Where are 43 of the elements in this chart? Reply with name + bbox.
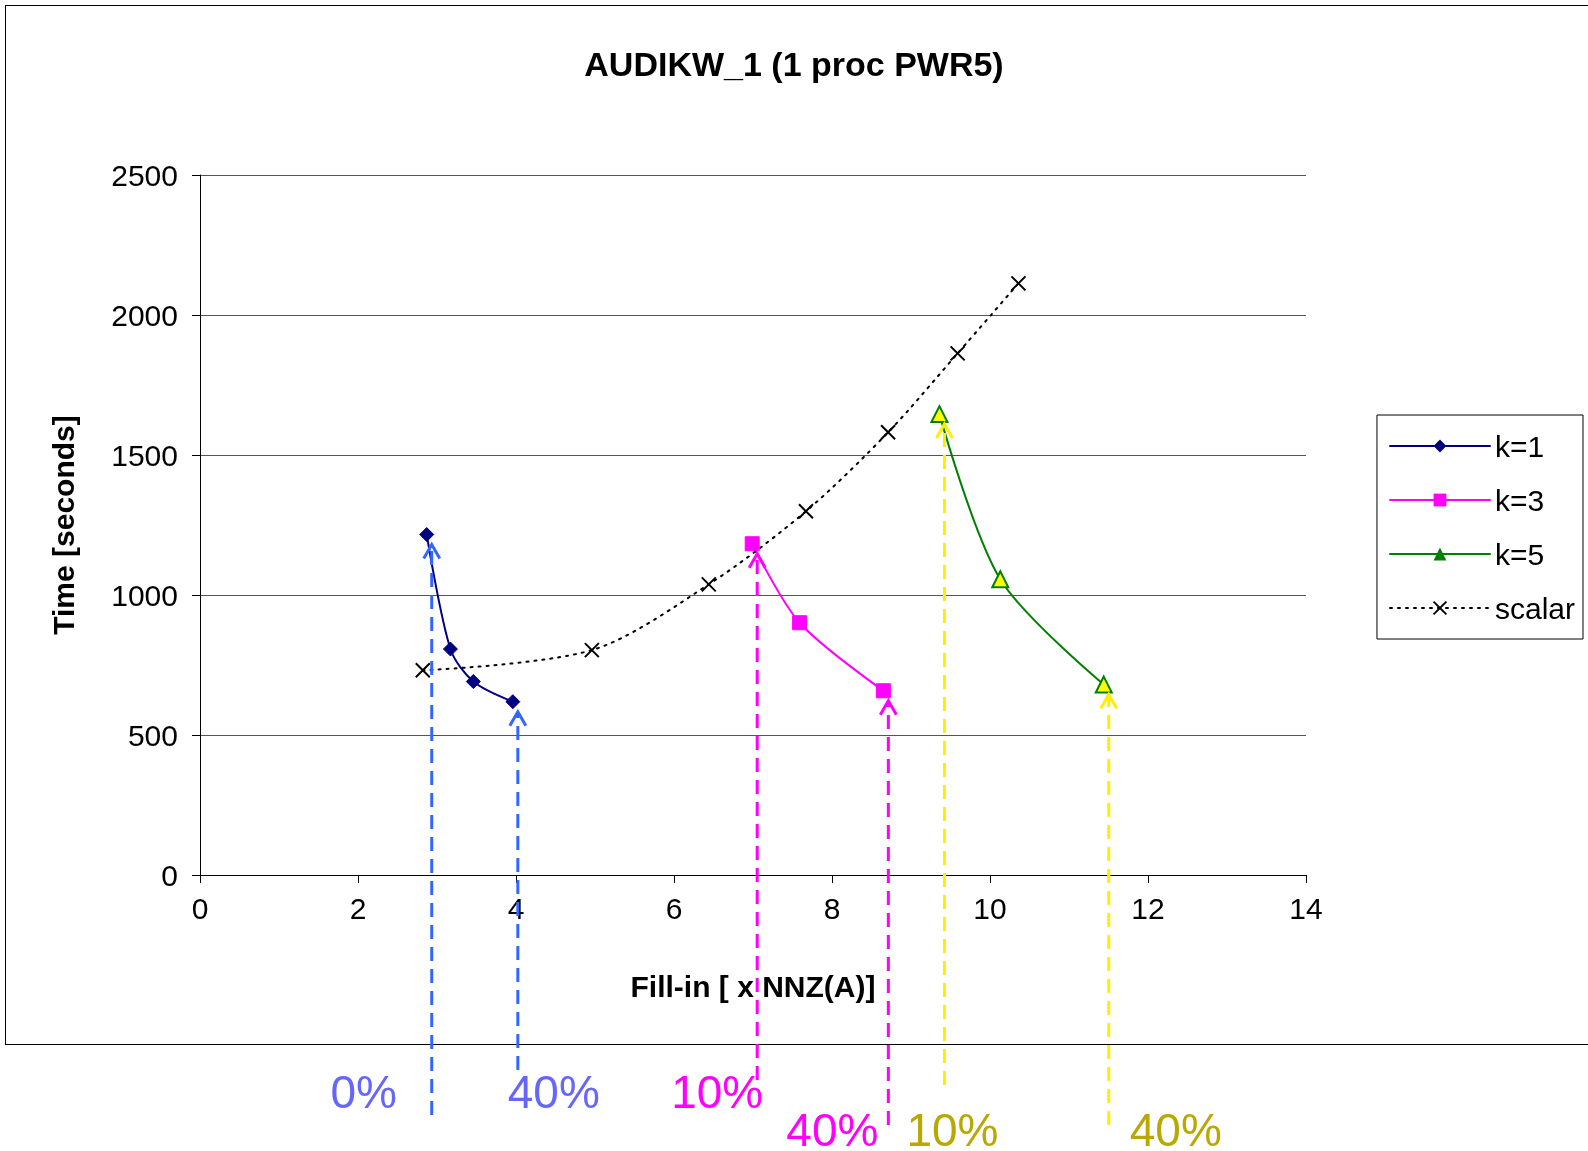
- point: [797, 503, 814, 520]
- text: 10%: [671, 1065, 764, 1119]
- point: [949, 345, 966, 362]
- text: 40%: [1129, 1103, 1222, 1151]
- x-tick-label: 6: [665, 891, 683, 925]
- legend-label: k=1: [1494, 429, 1545, 463]
- point: [442, 641, 458, 657]
- point: [1094, 675, 1113, 694]
- point: [419, 527, 435, 543]
- x-tick-label: 14: [1289, 891, 1323, 925]
- point: [465, 674, 481, 690]
- y-tick-label: 2500: [111, 158, 178, 192]
- point: [583, 642, 600, 659]
- point: [875, 683, 891, 699]
- point: [744, 536, 760, 552]
- chart-title: AUDIKW_1 (1 proc PWR5): [584, 45, 1004, 83]
- point: [880, 424, 897, 441]
- legend-label: scalar: [1494, 591, 1576, 625]
- legend-label: k=3: [1494, 483, 1545, 517]
- x-axis-title: Fill-in [ x NNZ(A)]: [630, 969, 876, 1003]
- point: [1010, 275, 1027, 292]
- point: [700, 576, 717, 593]
- text: 0%: [330, 1065, 397, 1119]
- y-tick-label: 500: [127, 718, 178, 752]
- point: [792, 615, 808, 631]
- y-axis-title: Time [seconds]: [46, 415, 80, 635]
- legend-label: k=5: [1494, 537, 1545, 571]
- text: 10%: [906, 1103, 999, 1151]
- text: 40%: [507, 1065, 600, 1119]
- y-tick-label: 2000: [111, 298, 178, 332]
- point: [505, 694, 521, 710]
- x-tick-label: 12: [1131, 891, 1165, 925]
- y-tick-label: 0: [161, 858, 178, 892]
- x-tick-label: 8: [823, 891, 841, 925]
- point: [930, 405, 949, 424]
- text: 40%: [786, 1103, 879, 1151]
- y-tick-label: 1500: [111, 438, 178, 472]
- x-tick-label: 10: [973, 891, 1007, 925]
- x-tick-label: 2: [349, 891, 367, 925]
- x-tick-label: 0: [191, 891, 209, 925]
- point: [991, 570, 1010, 589]
- point: [414, 662, 431, 679]
- y-tick-label: 1000: [111, 578, 178, 612]
